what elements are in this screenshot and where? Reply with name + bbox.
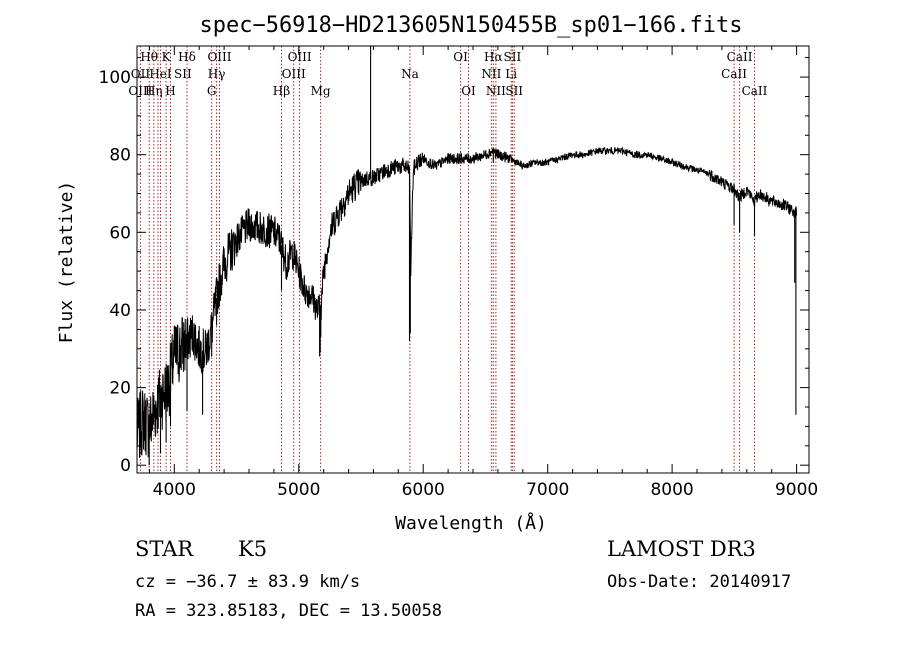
x-tick-label: 6000	[402, 480, 445, 500]
x-tick-label: 4000	[153, 480, 196, 500]
line-label: Na	[401, 67, 419, 81]
x-tick-label: 8000	[650, 480, 693, 500]
line-label: HeI	[149, 67, 172, 81]
x-tick-label: 9000	[775, 480, 818, 500]
line-label: OI	[461, 84, 476, 98]
object-subclass: K5	[238, 537, 268, 561]
coordinates-text: RA = 323.85183, DEC = 13.50058	[135, 601, 443, 621]
line-label: OIII	[282, 67, 306, 81]
line-label: Hα	[484, 50, 503, 64]
line-label: NII	[481, 67, 501, 81]
y-tick-label: 60	[109, 223, 131, 243]
line-label: H	[165, 84, 175, 98]
line-label: SII	[174, 67, 192, 81]
line-label: Hθ	[140, 50, 158, 64]
y-tick-label: 40	[109, 301, 131, 321]
survey-name: LAMOST DR3	[607, 537, 756, 561]
plot-frame	[136, 45, 810, 474]
y-tick-label: 0	[120, 456, 131, 476]
line-label: OIII	[207, 50, 231, 64]
line-label: CaII	[721, 67, 747, 81]
line-label: Hη	[145, 84, 163, 98]
obs-date: Obs-Date: 20140917	[607, 572, 792, 592]
line-label: OIII	[128, 84, 152, 98]
line-label: Mg	[311, 84, 331, 98]
y-tick-label: 20	[109, 379, 131, 399]
x-tick-label: 7000	[526, 480, 569, 500]
spectrum-line	[136, 146, 798, 458]
line-label: Li	[505, 67, 517, 81]
line-label: SII	[504, 50, 522, 64]
line-label: CaII	[742, 84, 768, 98]
x-axis-label: Wavelength (Å)	[395, 512, 547, 534]
line-label: Hβ	[273, 84, 290, 98]
object-class: STAR	[135, 537, 194, 561]
line-label: G	[207, 84, 217, 98]
line-label: Hδ	[178, 50, 196, 64]
line-label: K	[162, 50, 172, 64]
y-axis-label: Flux (relative)	[56, 181, 77, 344]
axes: 4000 5000 6000 7000 8000 9000 0 20 40 60 80 100	[99, 45, 818, 500]
redshift-text: cz = −36.7 ± 83.9 km/s	[135, 572, 361, 592]
line-label: OI	[453, 50, 468, 64]
line-label: Hγ	[208, 67, 226, 81]
chart-title: spec−56918−HD213605N150455B_sp01−166.fit…	[199, 13, 742, 38]
line-label: OIII	[288, 50, 312, 64]
line-label: CaII	[727, 50, 753, 64]
line-label: NII	[486, 84, 506, 98]
spectrum-layer	[136, 46, 798, 466]
reference-lines	[139, 46, 755, 473]
y-tick-label: 100	[99, 68, 131, 88]
line-label: OII	[131, 67, 151, 81]
y-tick-label: 80	[109, 146, 131, 166]
x-tick-label: 5000	[277, 480, 320, 500]
line-label: SII	[505, 84, 523, 98]
